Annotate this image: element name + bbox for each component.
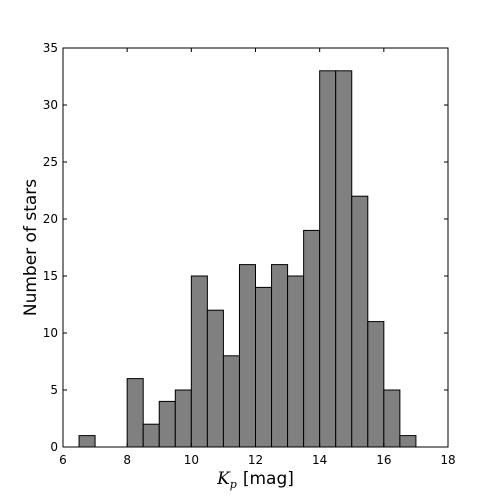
y-tick-label: 35 — [43, 41, 58, 55]
x-axis-label-unit: [mag] — [243, 469, 294, 489]
x-tick-label: 12 — [248, 453, 263, 467]
histogram-bar — [399, 435, 417, 448]
histogram-bar — [367, 321, 385, 448]
y-tick-label: 20 — [43, 212, 58, 226]
y-tick-label: 30 — [43, 98, 58, 112]
x-tick-label: 18 — [440, 453, 455, 467]
x-tick-label: 16 — [376, 453, 391, 467]
x-axis-label-symbol: K — [216, 469, 231, 489]
x-tick-label: 14 — [312, 453, 327, 467]
histogram-bar — [78, 435, 96, 448]
histogram-bar — [190, 275, 208, 448]
histogram-bar — [303, 229, 321, 448]
x-tick-label: 8 — [123, 453, 131, 467]
x-tick-label: 10 — [184, 453, 199, 467]
histogram-bar — [126, 378, 144, 448]
histogram-bar — [206, 309, 224, 448]
y-tick-label: 15 — [43, 269, 58, 283]
histogram-bar — [142, 423, 160, 448]
histogram-bar — [287, 275, 305, 448]
histogram-bar — [255, 286, 273, 448]
y-tick-label: 0 — [50, 440, 58, 454]
histogram-bar — [271, 264, 289, 448]
y-tick-label: 10 — [43, 326, 58, 340]
histogram-bar — [238, 264, 256, 448]
x-axis-ticks: 6 8 10 12 14 16 18 — [59, 48, 456, 467]
histogram-bar — [351, 195, 369, 448]
x-tick-label: 6 — [59, 453, 67, 467]
histogram-bar — [158, 400, 176, 448]
y-axis-ticks: 0 5 10 15 20 25 30 35 — [43, 41, 448, 454]
bars-group — [78, 70, 417, 448]
y-tick-label: 5 — [50, 383, 58, 397]
y-tick-label: 25 — [43, 155, 58, 169]
x-axis-label-subscript: p — [230, 478, 237, 491]
histogram-bar — [383, 389, 401, 448]
histogram-bar — [319, 70, 337, 448]
x-axis-label: Kp [mag] — [216, 469, 294, 491]
y-axis-label: Number of stars — [21, 179, 41, 316]
histogram-bar — [174, 389, 192, 448]
histogram-bar — [222, 355, 240, 448]
histogram-bar — [335, 70, 353, 448]
